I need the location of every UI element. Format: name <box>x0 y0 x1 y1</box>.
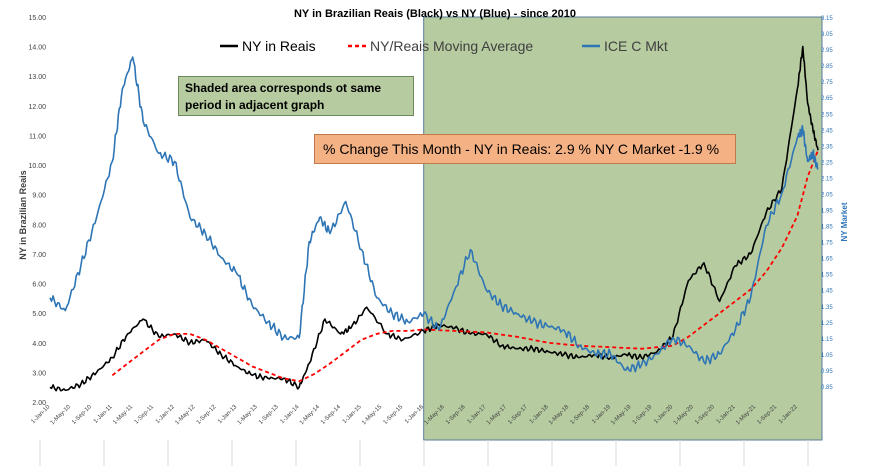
y2-tick-label: 1.45 <box>821 289 833 295</box>
y2-tick-label: 1.25 <box>821 321 833 327</box>
y2-tick-label: 1.75 <box>821 241 833 247</box>
y2-tick-label: 2.35 <box>821 144 833 150</box>
grid-layer <box>39 440 809 466</box>
y2-tick-label: 2.25 <box>821 160 833 166</box>
y-tick-label: 9.00 <box>32 193 46 200</box>
y2-tick-label: 1.35 <box>821 305 833 311</box>
y2-tick-label: 3.05 <box>821 32 833 38</box>
y2-tick-label: 1.85 <box>821 225 833 231</box>
y2-tick-label: 1.65 <box>821 257 833 263</box>
y2-tick-label: 1.15 <box>821 337 833 343</box>
y2-tick-label: 0.95 <box>821 369 833 375</box>
y2-tick-label: 2.95 <box>821 48 833 54</box>
legend-label: NY/Reais Moving Average <box>370 38 533 54</box>
y2-tick-label: 3.15 <box>821 16 833 22</box>
series-line-ice-c-mkt <box>49 56 819 373</box>
y-tick-label: 2.00 <box>32 400 46 407</box>
y-tick-label: 12.00 <box>28 104 46 111</box>
y-tick-label: 10.00 <box>28 163 46 170</box>
y-tick-label: 15.00 <box>28 15 46 22</box>
shaded-area-note: Shaded area corresponds ot same period i… <box>178 76 414 116</box>
y-tick-label: 11.00 <box>29 133 46 140</box>
series-layer <box>49 45 819 392</box>
y2-tick-label: 2.05 <box>821 192 833 198</box>
y2-tick-label: 2.65 <box>821 96 833 102</box>
legend-label: NY in Reais <box>242 38 316 54</box>
y-axis-label: NY in Brazilian Reais <box>18 170 28 259</box>
y-tick-label: 8.00 <box>32 222 46 229</box>
y-tick-label: 4.00 <box>32 341 46 348</box>
y2-tick-label: 1.55 <box>821 273 833 279</box>
y-axis-ticks: 2.00 3.00 4.00 5.00 6.00 7.00 8.00 9.00 10.00 11.… <box>28 15 46 407</box>
monthly-change-note: % Change This Month - NY in Reais: 2.9 %… <box>314 134 736 164</box>
shaded-region-layer <box>423 16 823 441</box>
series-line-ny-in-reais <box>49 45 819 392</box>
y-tick-label: 6.00 <box>32 282 46 289</box>
series-line-ny-reais-moving-average <box>111 149 819 383</box>
y2-tick-label: 2.75 <box>821 80 833 86</box>
y2-axis-label: NY Market <box>840 202 849 241</box>
y-tick-label: 14.00 <box>28 45 46 52</box>
y2-tick-label: 2.55 <box>821 112 833 118</box>
y-tick-label: 7.00 <box>32 252 46 259</box>
y2-tick-label: 2.45 <box>821 128 833 134</box>
y-tick-label: 13.00 <box>28 74 46 81</box>
legend-label: ICE C Mkt <box>604 38 668 54</box>
y2-tick-label: 1.95 <box>821 209 833 215</box>
y2-tick-label: 0.85 <box>821 385 833 391</box>
y-tick-label: 3.00 <box>32 370 46 377</box>
shaded-region <box>423 16 823 441</box>
y2-axis-ticks: 0.85 0.95 1.05 1.15 1.25 1.35 1.45 1.55 1.65 1.75… <box>821 16 833 391</box>
chart-title: NY in Brazilian Reais (Black) vs NY (Blu… <box>294 8 576 20</box>
y2-tick-label: 2.15 <box>821 176 833 182</box>
y2-tick-label: 2.85 <box>821 64 833 70</box>
y2-tick-label: 1.05 <box>821 353 833 359</box>
y-tick-label: 5.00 <box>32 311 46 318</box>
legend: NY in Reais NY/Reais Moving Average ICE C … <box>220 38 668 54</box>
